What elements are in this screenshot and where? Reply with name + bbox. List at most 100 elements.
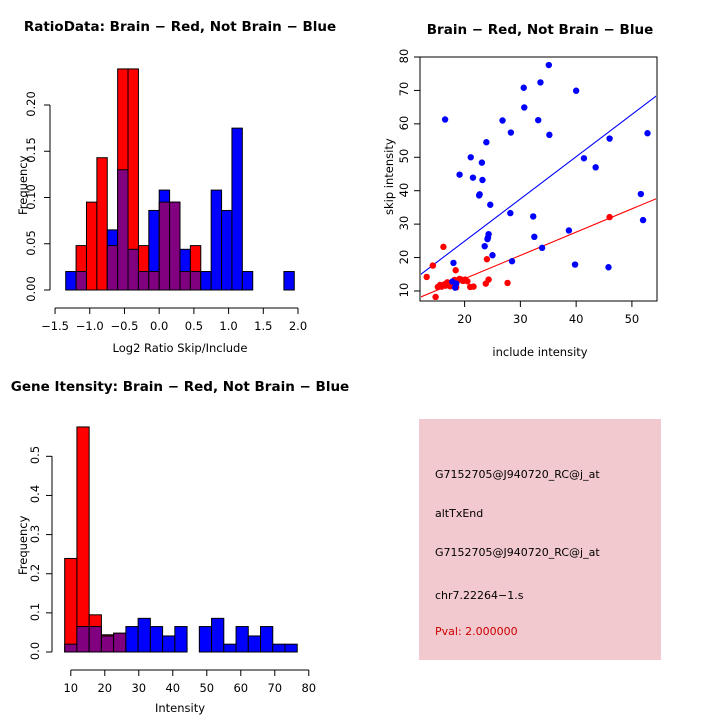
scatter-point [504, 279, 511, 287]
scatter-y-tick-label: 50 [397, 148, 411, 164]
ratio-histogram-bars [65, 68, 295, 291]
gene-bar [162, 635, 176, 653]
ratio-bar-overlap [189, 271, 202, 291]
gene-bar [272, 643, 286, 653]
ratio-bar [241, 271, 254, 291]
scatter-point [507, 129, 515, 136]
ratio-y-tick-label: 0.10 [23, 183, 38, 210]
ratio-bar [221, 209, 233, 291]
gene-y-tick-label: 0.5 [28, 446, 42, 465]
ratio-y-tick-label: 0.00 [23, 276, 38, 302]
ratio-bar [65, 271, 77, 291]
scatter-point [545, 61, 553, 69]
gene-y-tick-label: 0.3 [28, 524, 42, 543]
gene-bar [211, 617, 225, 653]
scatter-point [440, 243, 447, 251]
gene-histogram-title: Gene Itensity: Brain − Red, Not Brain − … [10, 379, 350, 395]
scatter-x-tick-label: 50 [624, 312, 640, 326]
scatter-point [456, 171, 463, 178]
panel-ratio-histogram: RatioData: Brain − Red, Not Brain − Blue… [0, 0, 360, 360]
ratio-x-tick-label: −1.0 [75, 319, 104, 333]
scatter-y-tick-label: 30 [397, 215, 411, 231]
ratio-x-tick-label: 0.5 [184, 319, 204, 333]
gene-x-tick-label: 40 [165, 681, 181, 695]
scatter-point [531, 233, 538, 241]
info-line-pval: Pval: 2.000000 [435, 625, 518, 638]
ratio-bar-overlap [158, 201, 171, 291]
scatter-point [469, 174, 477, 181]
scatter-x-tick-label: 30 [513, 312, 528, 326]
scatter-points [423, 61, 651, 300]
gene-x-tick-label: 70 [267, 681, 283, 695]
ratio-x-tick-label: −0.5 [110, 319, 139, 333]
gene-bar [137, 617, 151, 653]
ratio-bar [200, 271, 212, 291]
scatter-point [432, 293, 439, 300]
gene-x-tick-label: 10 [63, 681, 79, 695]
scatter-title: Brain − Red, Not Brain − Blue [426, 22, 654, 38]
ratio-bar [231, 127, 243, 291]
scatter-point [470, 283, 477, 290]
scatter-point [489, 252, 496, 259]
gene-bar [125, 626, 139, 653]
scatter-y-tick-label: 40 [397, 182, 411, 198]
scatter-point [530, 213, 537, 220]
ratio-histogram-svg [44, 68, 299, 314]
ratio-histogram-axes [44, 104, 299, 314]
scatter-point [450, 259, 457, 267]
gene-y-tick-label: 0.0 [28, 641, 42, 661]
gene-bar-overlap [64, 643, 78, 653]
ratio-y-tick-label: 0.05 [23, 229, 38, 256]
scatter-point [546, 131, 553, 139]
gene-bar-overlap [88, 626, 102, 653]
gene-histogram-bars [64, 426, 298, 653]
gene-bar [198, 626, 213, 653]
scatter-point [485, 230, 492, 238]
panel-intensity-scatter: Brain − Red, Not Brain − Blue include in… [360, 0, 720, 360]
gene-bar-overlap [113, 632, 127, 653]
scatter-point [483, 256, 491, 263]
scatter-point [565, 227, 573, 234]
info-line-probeset-2: G7152705@J940720_RC@j_at [435, 546, 600, 559]
gene-bar [223, 643, 237, 653]
gene-y-tick-label: 0.4 [28, 485, 42, 504]
gene-bar [247, 635, 262, 653]
scatter-point [483, 139, 490, 146]
scatter-point [571, 261, 579, 268]
scatter-point [441, 116, 449, 123]
info-line-probeset-1: G7152705@J940720_RC@j_at [435, 468, 600, 481]
ratio-bar-overlap [169, 201, 181, 291]
gene-bar-overlap [100, 635, 115, 653]
scatter-fit-lines [421, 95, 656, 298]
ratio-x-tick-label: 0.0 [150, 319, 169, 333]
scatter-point [580, 155, 588, 162]
info-line-event-type: altTxEnd [435, 507, 484, 520]
ratio-x-tick-label: 1.0 [219, 319, 238, 333]
gene-x-tick-label: 60 [233, 681, 249, 695]
scatter-point [507, 209, 514, 217]
ratio-x-tick-label: 1.5 [254, 319, 273, 333]
scatter-point [476, 191, 483, 198]
scatter-point [452, 267, 459, 274]
scatter-point [644, 130, 651, 137]
scatter-point [520, 84, 527, 91]
scatter-plot-frame [419, 56, 658, 302]
ratio-bar [96, 157, 108, 291]
scatter-point [464, 278, 471, 285]
ratio-x-tick-label: 2.0 [288, 319, 308, 333]
scatter-point [637, 190, 645, 198]
gene-bar [76, 426, 90, 653]
ratio-y-tick-label: 0.20 [23, 91, 38, 117]
ratio-bar-overlap [137, 271, 150, 291]
scatter-point [606, 135, 613, 142]
scatter-point [606, 213, 613, 221]
scatter-axes [414, 56, 658, 307]
scatter-point [481, 242, 488, 250]
scatter-point [485, 276, 492, 283]
ratio-bar-overlap [127, 248, 139, 291]
scatter-point [535, 116, 542, 124]
scatter-y-tick-label: 20 [397, 249, 411, 264]
panel-gene-histogram: Gene Itensity: Brain − Red, Not Brain − … [0, 360, 360, 720]
gene-x-tick-label: 20 [97, 681, 113, 695]
